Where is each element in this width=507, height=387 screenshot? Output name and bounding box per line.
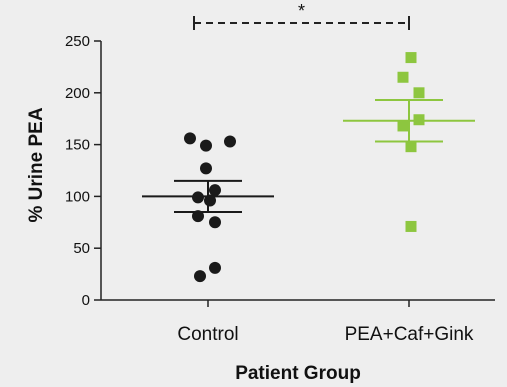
y-tick-label: 0 — [82, 292, 90, 309]
x-tick-label: Control — [177, 324, 238, 345]
data-point — [209, 261, 221, 274]
data-point — [405, 52, 417, 64]
data-point — [194, 270, 206, 283]
y-tick-label: 150 — [65, 137, 90, 154]
data-point — [413, 114, 425, 126]
y-tick-label: 50 — [73, 240, 90, 257]
data-point — [224, 135, 236, 148]
y-axis: 0 50 100 150 200 250 — [65, 33, 102, 309]
data-point — [405, 141, 417, 153]
data-point — [397, 120, 409, 132]
y-axis-title: % Urine PEA — [26, 107, 47, 222]
data-points — [184, 52, 425, 283]
significance-bracket: * — [193, 1, 410, 30]
data-point — [397, 71, 409, 83]
y-ticks: 0 50 100 150 200 250 — [65, 33, 101, 309]
data-point — [209, 216, 221, 229]
x-axis: Control PEA+Caf+Gink — [101, 299, 495, 345]
data-point — [192, 210, 204, 223]
data-point — [413, 87, 425, 99]
x-tick-label: PEA+Caf+Gink — [345, 324, 474, 345]
significance-star: * — [298, 1, 305, 21]
data-point — [200, 139, 212, 152]
data-point — [184, 132, 196, 145]
y-tick-label: 250 — [65, 33, 90, 50]
y-tick-label: 100 — [65, 188, 90, 205]
data-point — [209, 184, 221, 197]
x-ticks: Control PEA+Caf+Gink — [177, 300, 474, 345]
data-point — [192, 191, 204, 204]
x-axis-title: Patient Group — [235, 363, 361, 384]
data-point — [204, 194, 216, 207]
error-bars — [142, 99, 475, 213]
y-tick-label: 200 — [65, 85, 90, 102]
data-point — [200, 162, 212, 175]
data-point — [405, 220, 417, 232]
